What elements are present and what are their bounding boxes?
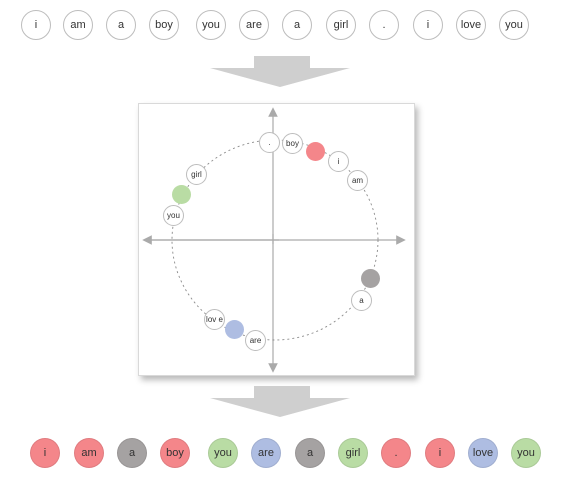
word-point-am: am [347,170,368,191]
word-point-love: lov e [204,309,225,330]
input-token: a [106,10,136,40]
unit-circle [171,139,379,341]
word-point-dot: . [259,132,280,153]
cluster-centroid-blue [225,320,244,339]
input-token: i [413,10,443,40]
output-token: i [425,438,455,468]
word-point-you: you [163,205,184,226]
input-token: boy [149,10,179,40]
output-token: love [468,438,498,468]
output-token: you [511,438,541,468]
output-token: are [251,438,281,468]
output-token: . [381,438,411,468]
down-arrow-icon [210,386,350,417]
word-point-a: a [351,290,372,311]
word-point-girl: girl [186,164,207,185]
output-token: boy [160,438,190,468]
output-token: you [208,438,238,468]
output-token: girl [338,438,368,468]
input-token: . [369,10,399,40]
input-token: are [239,10,269,40]
down-arrow-icon [210,56,350,87]
cluster-centroid-green [172,185,191,204]
word-point-boy: boy [282,133,303,154]
embedding-plot-panel: . boy i am girl you a lov e are [138,103,415,376]
output-token: a [295,438,325,468]
input-token: you [499,10,529,40]
output-token: am [74,438,104,468]
input-token: love [456,10,486,40]
input-token: am [63,10,93,40]
output-token: a [117,438,147,468]
cluster-centroid-gray [361,269,380,288]
input-token: girl [326,10,356,40]
input-token: you [196,10,226,40]
input-token: a [282,10,312,40]
output-token: i [30,438,60,468]
input-token: i [21,10,51,40]
word-point-are: are [245,330,266,351]
word-point-i: i [328,151,349,172]
cluster-centroid-red [306,142,325,161]
